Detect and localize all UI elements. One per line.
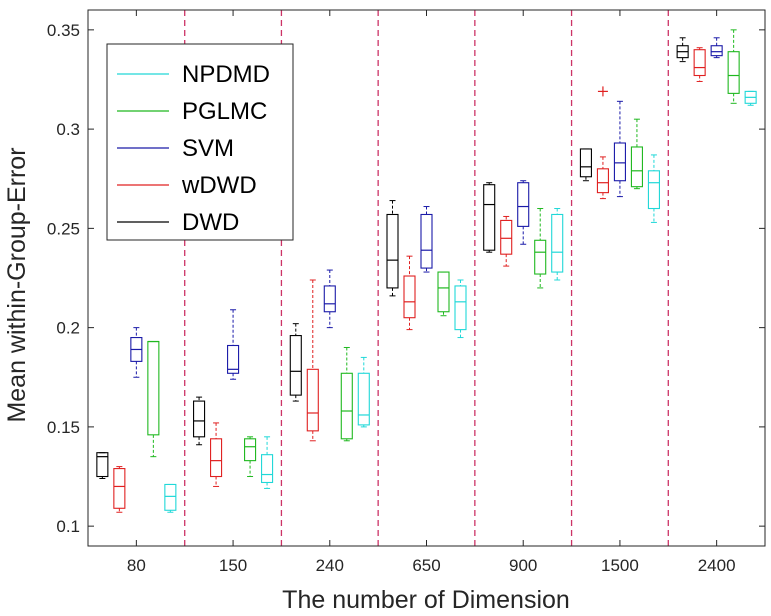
box-svm [517,180,530,245]
x-tick-label: 80 [127,556,146,575]
box-dwd [386,200,399,297]
box-body [630,146,643,188]
box-body [483,184,496,251]
box-pglmc [534,208,547,289]
box-pglmc [147,340,160,458]
box-wdwd [596,86,609,200]
box-body [710,45,723,57]
box-npdmd [454,279,467,339]
box-pglmc [340,346,353,442]
box-svm [710,37,723,59]
box-body [693,49,706,77]
legend-label: SVM [182,135,234,162]
box-wdwd [113,466,126,513]
x-tick-label: 240 [316,556,344,575]
y-tick-label: 0.25 [47,219,80,238]
legend-label: PGLMC [182,98,267,125]
y-tick-label: 0.1 [56,517,80,536]
box-dwd [676,37,689,63]
box-body [454,285,467,331]
x-axis-title: The number of Dimension [282,586,570,614]
box-body [357,372,370,426]
box-body [727,51,740,94]
box-pglmc [437,271,450,317]
box-npdmd [647,154,660,223]
box-npdmd [551,208,564,281]
box-body [289,335,302,396]
x-tick-label: 150 [219,556,247,575]
y-axis-title: Mean within-Group-Error [3,147,31,422]
legend-label: DWD [182,209,239,236]
y-tick-label: 0.2 [56,319,80,338]
box-body [193,400,206,438]
box-npdmd [164,483,177,513]
box-svm [130,327,143,378]
box-body [534,239,547,275]
box-wdwd [306,279,319,442]
box-body [340,372,353,440]
box-body [647,170,660,210]
box-pglmc [727,29,740,104]
box-dwd [483,182,496,253]
box-wdwd [500,215,513,267]
box-npdmd [744,90,757,106]
y-ticks-group: 0.1 0.15 0.2 0.25 0.3 0.35 [47,21,765,536]
box-wdwd [403,255,416,331]
legend-label: NPDMD [182,61,270,88]
x-ticks-group: 80 150 240 650 900 1500 2400 [127,10,736,575]
box-body [613,142,626,182]
box-body [420,213,433,269]
box-body [517,182,530,227]
box-body [210,438,223,478]
box-svm [323,269,336,329]
legend-label: wDWD [181,172,257,199]
box-svm [420,206,433,273]
legend-box [106,43,294,241]
box-dwd [96,452,109,480]
box-body [227,344,240,374]
x-tick-label: 650 [412,556,440,575]
box-body [261,454,274,484]
box-body [96,452,109,478]
y-tick-label: 0.15 [47,418,80,437]
box-dwd [193,396,206,446]
box-body [244,438,257,462]
box-body [579,148,592,178]
box-body [596,168,609,194]
box-wdwd [210,422,223,487]
box-body [551,213,564,273]
y-tick-label: 0.3 [56,120,80,139]
box-svm [227,309,240,380]
x-tick-label: 1500 [601,556,639,575]
x-tick-label: 900 [509,556,537,575]
box-body [437,271,450,313]
box-npdmd [261,436,274,489]
legend: NPDMD PGLMC SVM wDWD DWD [106,43,294,241]
box-body [323,285,336,313]
box-body [164,483,177,511]
x-tick-label: 2400 [698,556,736,575]
box-body [113,468,126,509]
y-tick-label: 0.35 [47,21,80,40]
box-body [500,219,513,255]
box-dwd [579,148,592,182]
box-pglmc [244,436,257,478]
box-body [386,213,399,289]
box-body [403,275,416,319]
box-series-group [96,29,757,513]
box-npdmd [357,356,370,428]
box-dwd [289,323,302,402]
box-wdwd [693,47,706,82]
box-body [306,368,319,432]
box-svm [613,100,626,198]
box-pglmc [630,118,643,190]
